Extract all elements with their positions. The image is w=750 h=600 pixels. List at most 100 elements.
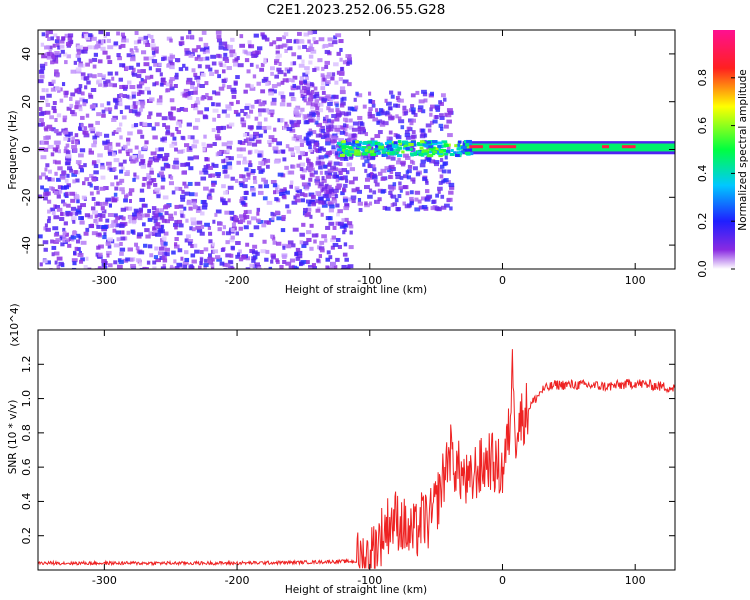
heatmap-cell: [215, 102, 221, 107]
heatmap-cell: [38, 194, 43, 199]
heatmap-cell: [148, 66, 152, 71]
heatmap-cell: [89, 191, 94, 196]
heatmap-cell: [51, 55, 56, 60]
heatmap-cell: [208, 189, 212, 194]
heatmap-cell: [193, 106, 199, 111]
heatmap-cell: [105, 139, 110, 144]
heatmap-cell: [226, 165, 233, 170]
heatmap-cell: [176, 130, 182, 135]
heatmap-cell: [91, 206, 96, 211]
heatmap-cell: [338, 168, 343, 173]
heatmap-cell: [296, 119, 302, 124]
heatmap-cell: [43, 247, 48, 252]
heatmap-cell: [382, 153, 388, 157]
heatmap-cell: [276, 141, 283, 146]
heatmap-cell: [275, 50, 280, 55]
heatmap-cell: [220, 247, 225, 252]
heatmap-cell: [171, 141, 178, 146]
heatmap-cell: [161, 255, 167, 260]
heatmap-cell: [148, 56, 155, 61]
heatmap-cell: [282, 157, 287, 162]
heatmap-cell: [276, 216, 282, 221]
heatmap-cell: [256, 207, 261, 212]
heatmap-cell: [306, 83, 312, 88]
heatmap-cell: [221, 184, 226, 189]
heatmap-cell: [250, 168, 256, 173]
heatmap-cell: [256, 267, 262, 269]
heatmap-cell: [194, 100, 201, 105]
heatmap-cell: [413, 112, 418, 117]
heatmap-cell: [147, 244, 153, 249]
heatmap-cell: [233, 218, 239, 223]
heatmap-cell: [255, 139, 262, 144]
heatmap-cell: [131, 67, 136, 72]
heatmap-cell: [96, 80, 100, 85]
heatmap-cell: [447, 110, 453, 115]
heatmap-cell: [61, 36, 66, 41]
heatmap-cell: [271, 216, 275, 221]
heatmap-cell: [190, 104, 195, 109]
heatmap-cell: [168, 59, 173, 64]
heatmap-cell: [85, 256, 89, 261]
heatmap-cell: [50, 177, 55, 182]
heatmap-cell: [260, 102, 266, 107]
heatmap-cell: [164, 152, 170, 157]
heatmap-cell: [54, 260, 58, 265]
heatmap-cell: [467, 148, 473, 152]
heatmap-cell: [375, 144, 379, 148]
heatmap-cell: [153, 158, 159, 163]
heatmap-cell: [200, 224, 205, 229]
heatmap-cell: [375, 150, 379, 154]
heatmap-cell: [368, 153, 372, 158]
heatmap-cell: [397, 116, 402, 121]
heatmap-cell: [261, 168, 265, 173]
heatmap-cell: [371, 152, 376, 156]
heatmap-cell: [49, 126, 54, 131]
heatmap-cell: [111, 198, 118, 203]
heatmap-cell: [207, 96, 213, 101]
heatmap-cell: [186, 122, 192, 127]
heatmap-cell: [118, 45, 122, 50]
heatmap-cell: [392, 145, 398, 149]
heatmap-cell: [252, 50, 256, 55]
heatmap-cell: [141, 182, 146, 187]
heatmap-cell: [215, 209, 222, 214]
heatmap-cell: [324, 64, 329, 69]
heatmap-cell: [169, 65, 175, 70]
heatmap-cell: [244, 167, 249, 172]
heatmap-cell: [360, 155, 365, 160]
heatmap-cell: [48, 81, 54, 86]
heatmap-cell: [247, 40, 252, 45]
heatmap-cell: [147, 115, 152, 120]
heatmap-cell: [72, 261, 77, 266]
heatmap-cell: [426, 158, 431, 163]
heatmap-cell: [187, 241, 193, 246]
heatmap-cell: [426, 155, 432, 160]
heatmap-cell: [125, 170, 130, 175]
heatmap-cell: [275, 258, 279, 263]
heatmap-cell: [285, 261, 292, 266]
heatmap-cell: [277, 70, 284, 75]
heatmap-cell: [76, 233, 81, 238]
heatmap-cell: [177, 248, 183, 253]
heatmap-cell: [243, 215, 250, 220]
heatmap-cell: [109, 167, 116, 172]
heatmap-cell: [174, 220, 178, 225]
heatmap-cell: [393, 103, 398, 108]
heatmap-cell: [44, 223, 48, 228]
heatmap-cell: [132, 220, 137, 225]
heatmap-cell: [320, 212, 324, 217]
heatmap-cell: [311, 201, 317, 206]
heatmap-cell: [204, 258, 208, 263]
heatmap-cell: [118, 162, 124, 167]
heatmap-cell: [169, 143, 175, 148]
heatmap-cell: [208, 231, 213, 236]
heatmap-cell: [266, 125, 272, 130]
heatmap-cell: [221, 69, 226, 74]
heatmap-cell: [129, 155, 135, 160]
heatmap-cell: [59, 175, 66, 180]
heatmap-cell: [275, 149, 280, 154]
heatmap-cell: [39, 262, 43, 267]
heatmap-cell: [359, 121, 364, 126]
heatmap-cell: [184, 48, 190, 53]
